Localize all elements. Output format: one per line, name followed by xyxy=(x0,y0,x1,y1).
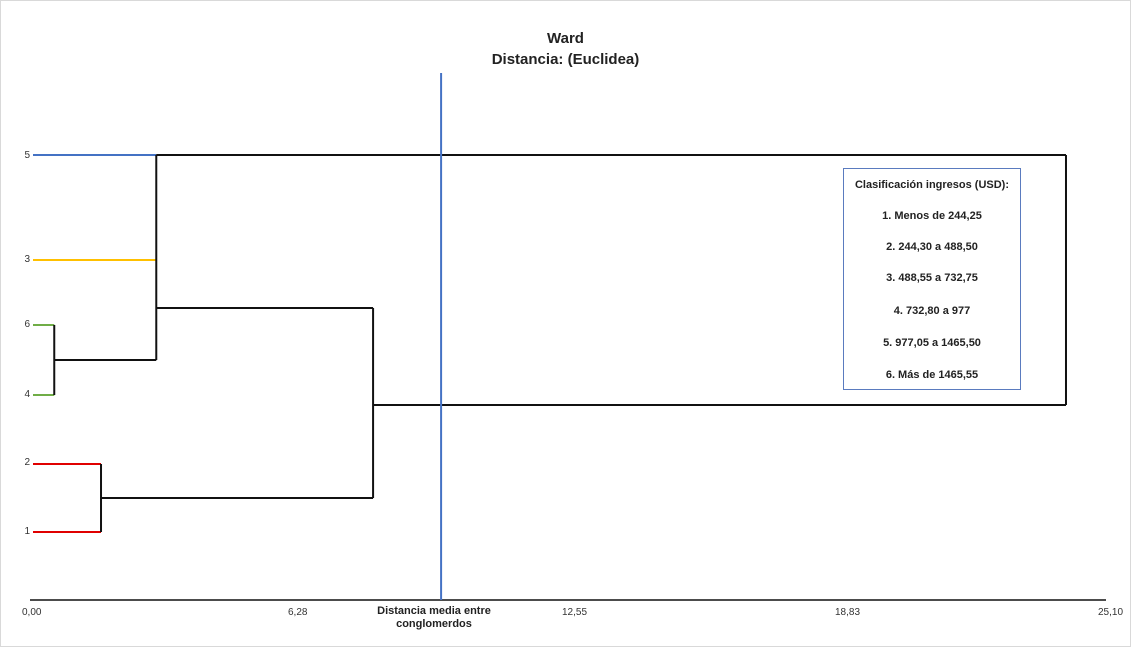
leaf-label-2: 2 xyxy=(24,457,30,468)
legend-item: 6. Más de 1465,55 xyxy=(885,369,979,381)
leaf-label-1: 1 xyxy=(24,526,30,537)
leaf-label-3: 3 xyxy=(24,254,30,265)
leaf-label-5: 5 xyxy=(24,150,30,161)
legend-item: 5. 977,05 a 1465,50 xyxy=(883,337,981,349)
leaf-label-4: 4 xyxy=(24,389,30,400)
legend-item: 3. 488,55 a 732,75 xyxy=(886,272,978,284)
chart-title: Ward xyxy=(547,30,584,47)
legend-item: 4. 732,80 a 977 xyxy=(893,305,971,317)
x-tick-label: 12,55 xyxy=(562,607,588,618)
legend-title: Clasificación ingresos (USD): xyxy=(854,179,1010,191)
x-tick-label: 6,28 xyxy=(288,607,308,618)
x-axis-label: Distancia media entre conglomerdos xyxy=(377,605,491,630)
x-tick-label: 25,10 xyxy=(1098,607,1124,618)
x-tick-label: 18,83 xyxy=(835,607,861,618)
x-tick-label: 0,00 xyxy=(22,607,42,618)
legend-box: Clasificación ingresos (USD): 1. Menos d… xyxy=(843,168,1021,390)
legend-item: 2. 244,30 a 488,50 xyxy=(886,241,978,253)
leaf-label-6: 6 xyxy=(24,319,30,330)
chart-subtitle: Distancia: (Euclidea) xyxy=(491,51,640,68)
legend-item: 1. Menos de 244,25 xyxy=(882,210,982,222)
